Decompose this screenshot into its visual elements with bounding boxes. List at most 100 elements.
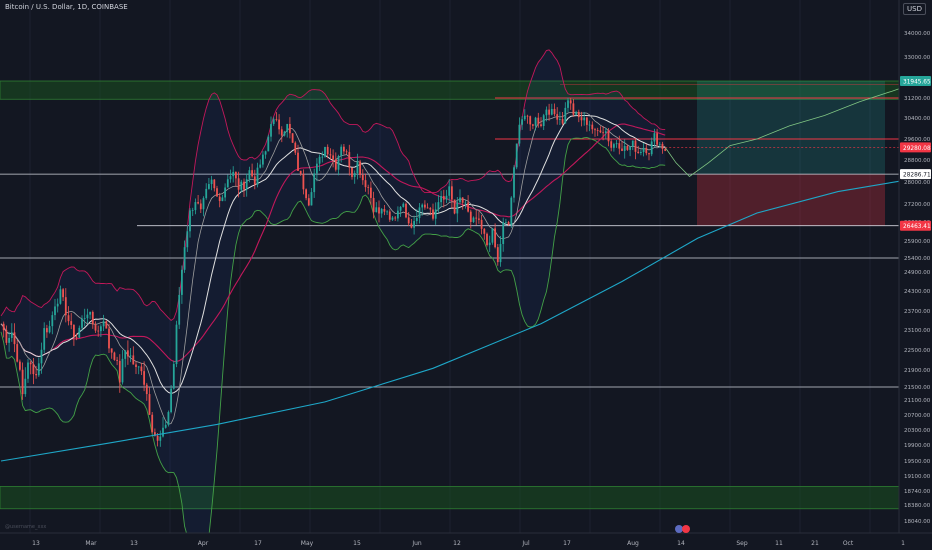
candle-body <box>367 187 370 188</box>
candle-body <box>51 315 54 327</box>
candle-body <box>583 117 586 121</box>
grid <box>29 0 871 533</box>
candle-body <box>424 204 426 208</box>
candle-body <box>280 129 283 136</box>
time-tick-label: 15 <box>353 540 361 547</box>
price-tick-label: 22500.00 <box>904 348 931 354</box>
candle-body <box>245 179 248 190</box>
candle-body <box>334 159 337 170</box>
candle-body <box>232 171 235 177</box>
candle-body <box>140 366 143 372</box>
candle-body <box>159 436 162 441</box>
candle-body <box>326 146 329 155</box>
candle-body <box>32 364 35 375</box>
candle-body <box>397 210 399 219</box>
candle-body <box>299 170 302 175</box>
candle-body <box>386 211 388 213</box>
candle-body <box>523 115 526 120</box>
time-tick-label: 21 <box>811 540 819 547</box>
candle-body <box>313 173 316 193</box>
price-label-box[interactable] <box>900 220 931 231</box>
price-tick-label: 25400.00 <box>904 256 931 262</box>
candle-body <box>445 195 448 200</box>
candle-body <box>359 161 361 175</box>
candle-body <box>59 289 62 304</box>
price-axis[interactable]: 34000.00 33000.00 31200.00 30400.00 29600.00… <box>898 0 932 550</box>
price-tick-label: 23700.00 <box>904 309 931 315</box>
candles <box>2 97 667 447</box>
candle-body <box>510 197 513 225</box>
candle-body <box>24 378 27 395</box>
price-tick-label: 31200.00 <box>904 96 931 102</box>
candle-body <box>54 306 56 316</box>
candle-body <box>283 131 286 136</box>
candle-body <box>105 321 108 329</box>
candle-body <box>129 355 132 357</box>
candle-body <box>94 324 97 331</box>
time-tick-label: 17 <box>254 540 262 547</box>
candle-body <box>197 202 199 204</box>
time-tick-label: Aug <box>627 540 639 547</box>
candle-body <box>216 188 218 197</box>
candle-body <box>488 242 491 246</box>
candle-body <box>361 174 364 181</box>
candle-body <box>626 145 629 150</box>
candle-body <box>540 124 542 127</box>
candle-body <box>137 366 140 368</box>
time-tick-label: Oct <box>843 540 854 547</box>
candle-body <box>448 186 451 196</box>
candle-body <box>475 217 478 219</box>
position-box[interactable] <box>697 81 885 226</box>
candle-body <box>289 123 291 134</box>
candle-body <box>16 344 19 362</box>
time-tick-label: 13 <box>130 540 138 547</box>
candle-body <box>534 117 537 126</box>
candle-body <box>324 146 326 157</box>
candle-body <box>372 197 375 213</box>
position-profit-area[interactable] <box>697 81 885 175</box>
candle-body <box>569 100 572 104</box>
candle-body <box>542 115 545 127</box>
candle-body <box>645 147 648 154</box>
candle-body <box>143 371 145 385</box>
candle-body <box>78 327 81 338</box>
time-tick-label: Apr <box>198 540 209 547</box>
price-label: 29280.08 <box>903 146 931 152</box>
candle-body <box>391 217 394 220</box>
candle-body <box>380 208 383 214</box>
price-label-box[interactable] <box>900 76 931 87</box>
candle-body <box>62 289 64 298</box>
currency-button[interactable]: USD <box>903 3 926 15</box>
candle-body <box>100 326 102 332</box>
candle-body <box>151 414 154 433</box>
candle-body <box>267 136 270 152</box>
candle-body <box>496 247 499 263</box>
time-tick-label: 12 <box>453 540 461 547</box>
position-loss-area[interactable] <box>697 174 885 226</box>
event-icon[interactable] <box>675 525 683 533</box>
price-label-box[interactable] <box>900 169 931 180</box>
watermark: @username_xxx <box>5 524 47 530</box>
price-label-box[interactable] <box>900 142 931 153</box>
candle-body <box>478 218 480 220</box>
candle-body <box>586 117 588 125</box>
candle-body <box>262 154 264 165</box>
time-axis[interactable]: 13 Mar 13 Apr 17 May 15 Jun 12 Jul 17 Aug 14 Sep 11 21 O… <box>0 525 932 550</box>
candle-body <box>340 146 343 157</box>
candle-body <box>634 140 637 152</box>
candle-body <box>507 222 510 225</box>
candle-body <box>127 350 129 357</box>
symbol-title: Bitcoin / U.S. Dollar, 1D, COINBASE <box>5 3 128 11</box>
price-tick-label: 28800.00 <box>904 158 931 164</box>
candle-body <box>658 143 661 145</box>
time-tick-label: 1 <box>901 540 905 547</box>
candle-body <box>181 269 183 295</box>
candle-body <box>70 321 73 325</box>
candle-body <box>275 119 278 121</box>
candle-body <box>518 124 521 144</box>
candle-body <box>607 131 610 142</box>
candle-body <box>10 332 13 338</box>
candle-body <box>172 364 175 389</box>
event-icon[interactable] <box>682 525 690 533</box>
